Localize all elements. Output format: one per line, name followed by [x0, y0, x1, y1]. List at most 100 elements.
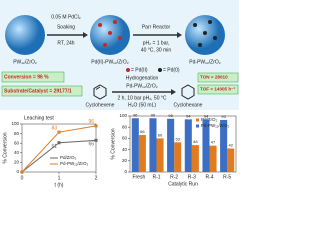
y-tick-label: 100	[11, 121, 19, 126]
cyclohexene	[93, 84, 107, 100]
x-axis-label: Catalytic Run	[168, 181, 198, 187]
label: Pd(II)-PW₁₂/ZrO₂	[91, 59, 129, 65]
y-tick-label: 20	[122, 158, 128, 163]
value-label: 66	[140, 129, 145, 134]
legend-label: Pd/ZrO₂	[60, 155, 77, 160]
y-tick-label: 100	[119, 113, 127, 118]
ton: TON = 28010	[200, 75, 228, 80]
x-tick-label: Fresh	[132, 174, 145, 180]
legend-dot	[126, 68, 130, 72]
plot-area	[129, 115, 237, 173]
pd0-dots	[193, 20, 217, 47]
y-tick-label: 0	[16, 169, 19, 174]
bar	[131, 118, 139, 172]
y-tick-label: 40	[14, 150, 20, 155]
legend-swatch	[196, 118, 199, 122]
label: PW₁₂/ZrO₂	[13, 59, 37, 65]
graphical-abstract: PW₁₂/ZrO₂ 0.05 M PdCl₂ Soaking RT, 24h P…	[0, 0, 239, 189]
value-label: 61	[51, 144, 57, 150]
ratio-box	[1, 85, 83, 97]
label: pH₂ = 1 bar,	[143, 40, 170, 46]
tof-box	[197, 84, 239, 95]
x-tick-label: R-5	[223, 174, 231, 180]
legend-label: Pd-PW₁₂/ZrO₂	[60, 161, 89, 166]
x-tick-label: 0	[21, 175, 24, 181]
y-tick-label: 20	[14, 160, 20, 165]
arrowheads	[83, 32, 182, 95]
value-label: 47	[211, 140, 216, 145]
cyclohexane	[181, 84, 195, 100]
x-tick-label: R-1	[152, 174, 160, 180]
x-tick-label: 2	[95, 175, 98, 181]
y-tick-label: 80	[14, 131, 20, 136]
chart-title: Leaching test	[24, 115, 54, 121]
support-sphere	[5, 15, 45, 55]
value-label: 53	[175, 136, 180, 141]
x-tick-label: R-3	[188, 174, 196, 180]
label: Cyclohexane	[174, 102, 203, 108]
bar	[220, 119, 228, 172]
label: H₂O (50 mL)	[128, 102, 156, 108]
value-label: 96	[151, 112, 156, 117]
marker	[57, 130, 61, 134]
label: Hydrogenation	[126, 75, 159, 81]
bar	[149, 118, 157, 172]
y-tick-label: 0	[124, 169, 127, 174]
value-label: 94	[186, 113, 191, 118]
y-tick-label: 60	[14, 140, 20, 145]
marker	[94, 124, 98, 128]
conversion: Conversion = 96 %	[4, 74, 49, 80]
label: 0.05 M PdCl₂	[51, 14, 81, 20]
pd2-dots	[98, 20, 122, 47]
marker	[57, 141, 61, 145]
value-label: 96	[88, 119, 94, 125]
label: 2 h, 10 bar pH₂, 50 °C	[118, 95, 167, 101]
y-tick-label: 60	[122, 136, 128, 141]
value-label: 48	[193, 139, 198, 144]
ton-box	[197, 72, 239, 83]
value-label: 94	[204, 113, 209, 118]
legend-dot	[158, 68, 162, 72]
x-tick-label: 1	[58, 175, 61, 181]
x-axis-label: t (h)	[55, 182, 64, 188]
label: 40 °C, 30 min	[141, 47, 172, 53]
bar	[202, 119, 210, 172]
double-bond	[95, 86, 101, 90]
arrows	[47, 34, 178, 93]
label: RT, 24h	[57, 40, 74, 46]
marker	[20, 170, 24, 174]
legend-label: = Pd(II)	[131, 67, 148, 73]
value-label: 95	[168, 113, 173, 118]
bar	[138, 135, 146, 172]
label: Parr Reactor	[142, 24, 171, 30]
y-axis-label: % Conversion	[2, 132, 8, 163]
conversion-box	[1, 71, 65, 83]
charts: 0 20 40 60 80 100 % Conversion 0 1 2 t (h) Leaching…	[2, 112, 237, 188]
bar	[191, 145, 199, 172]
value-label: 42	[228, 143, 233, 148]
y-tick-label: 40	[122, 147, 128, 152]
bar	[227, 148, 235, 172]
value-label: 60	[158, 132, 163, 137]
value-label: 93	[221, 114, 226, 119]
value-label: 96	[133, 112, 138, 117]
y-tick-label: 80	[122, 124, 128, 129]
x-tick-label: R-2	[170, 174, 178, 180]
legend-label: = Pd(0)	[163, 67, 180, 73]
value-label: 66	[88, 142, 94, 148]
label: Soaking	[57, 24, 75, 30]
bar	[184, 119, 192, 172]
legend-label: Pd-PW₁₂/ZrO₂	[201, 123, 230, 128]
ratio: Substrate/Catalyst = 29177/1	[4, 88, 72, 94]
bar	[167, 118, 175, 172]
label: Cyclohexene	[86, 102, 115, 108]
tof: TOF = 14005 h⁻¹	[200, 87, 236, 92]
label: Pd-PW₁₂/ZrO₂	[189, 59, 220, 65]
value-label: 83	[51, 125, 57, 131]
label: Pd-PW₁₂/ZrO₂	[126, 83, 157, 89]
x-tick-label: R-4	[205, 174, 213, 180]
legend-swatch	[196, 124, 199, 128]
bar	[174, 142, 182, 172]
bar	[156, 138, 164, 172]
bar	[209, 145, 217, 172]
